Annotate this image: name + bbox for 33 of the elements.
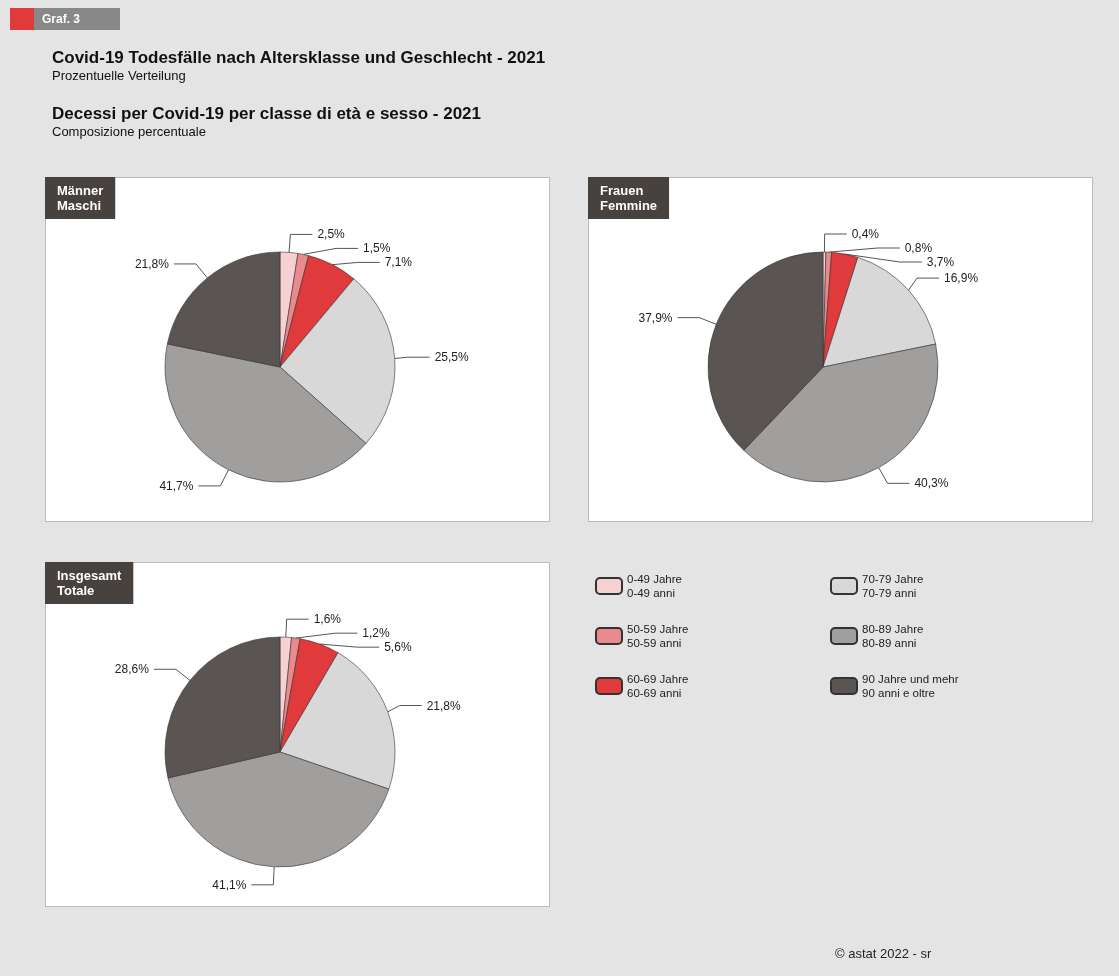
data-label: 25,5% xyxy=(434,350,469,365)
legend-label: 90 Jahre und mehr 90 anni e oltre xyxy=(862,673,959,699)
data-label: 1,2% xyxy=(362,626,391,641)
data-label: 41,1% xyxy=(212,877,247,892)
legend-label: 60-69 Jahre 60-69 anni xyxy=(627,673,689,699)
data-label: 3,7% xyxy=(926,255,955,270)
text: Composizione percentuale xyxy=(52,124,206,139)
data-label: 21,8% xyxy=(134,256,170,271)
data-label: 41,7% xyxy=(159,478,194,493)
data-label: 37,9% xyxy=(638,310,673,325)
text: © astat 2022 - sr xyxy=(835,946,932,961)
data-label: 16,9% xyxy=(944,271,979,286)
data-label: 2,5% xyxy=(317,227,346,242)
legend-label: 0-49 Jahre 0-49 anni xyxy=(627,573,682,599)
data-label: 21,8% xyxy=(426,698,462,713)
legend-label: 50-59 Jahre 50-59 anni xyxy=(627,623,689,649)
data-label: 0,4% xyxy=(851,227,880,242)
legend-label: 70-79 Jahre 70-79 anni xyxy=(862,573,924,599)
data-label: 5,6% xyxy=(384,640,412,655)
data-label: 28,6% xyxy=(114,662,150,677)
chart-title: Covid-19 Todesfälle nach Altersklasse und Geschlecht - 2021 xyxy=(52,48,546,68)
data-label: 40,3% xyxy=(914,476,949,491)
data-label: 1,5% xyxy=(363,241,391,256)
chart-subtitle: Prozentuelle Verteilung xyxy=(52,68,186,83)
slice-label: Frauen Femmine xyxy=(600,183,658,213)
text: Decessi per Covid-19 per classe di età e sesso - 2021 xyxy=(52,104,482,124)
slice-label: Männer Maschi xyxy=(57,183,104,213)
legend-label: 80-89 Jahre 80-89 anni xyxy=(862,623,924,649)
data-label: 7,1% xyxy=(384,255,413,270)
text: Graf. 3 xyxy=(42,12,81,26)
data-label: 0,8% xyxy=(904,241,933,256)
slice-label: Insgesamt Totale xyxy=(57,568,122,598)
data-label: 1,6% xyxy=(313,612,342,627)
